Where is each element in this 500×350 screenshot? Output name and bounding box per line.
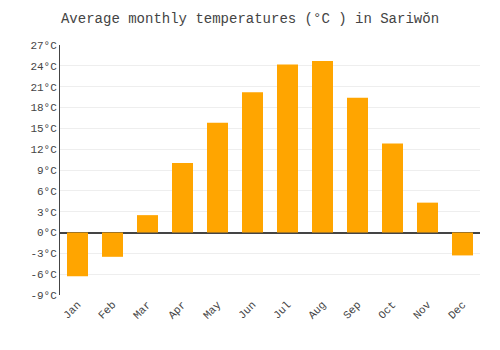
svg-text:12°C: 12°C [30, 144, 57, 156]
svg-text:6°C: 6°C [37, 186, 57, 198]
svg-text:0°C: 0°C [37, 227, 57, 239]
svg-text:Jan: Jan [61, 299, 83, 321]
svg-text:18°C: 18°C [30, 102, 57, 114]
svg-text:Mar: Mar [131, 299, 153, 321]
svg-text:-6°C: -6°C [30, 269, 57, 281]
svg-text:15°C: 15°C [30, 123, 57, 135]
svg-text:Average monthly temperatures (: Average monthly temperatures (°C ) in Sa… [61, 11, 439, 27]
svg-text:Aug: Aug [306, 299, 328, 321]
svg-text:Apr: Apr [166, 299, 188, 321]
svg-text:Feb: Feb [96, 299, 118, 321]
svg-text:-9°C: -9°C [30, 290, 57, 302]
svg-text:Nov: Nov [411, 299, 434, 322]
svg-text:Dec: Dec [446, 299, 468, 321]
svg-text:9°C: 9°C [37, 165, 57, 177]
svg-text:21°C: 21°C [30, 82, 57, 94]
svg-text:27°C: 27°C [30, 40, 57, 52]
svg-text:24°C: 24°C [30, 61, 57, 73]
svg-text:Oct: Oct [376, 299, 398, 321]
svg-text:May: May [201, 299, 224, 322]
svg-text:3°C: 3°C [37, 207, 57, 219]
svg-text:Jun: Jun [236, 299, 258, 321]
svg-text:-3°C: -3°C [30, 248, 57, 260]
svg-text:Jul: Jul [271, 299, 293, 321]
svg-text:Sep: Sep [341, 299, 363, 321]
